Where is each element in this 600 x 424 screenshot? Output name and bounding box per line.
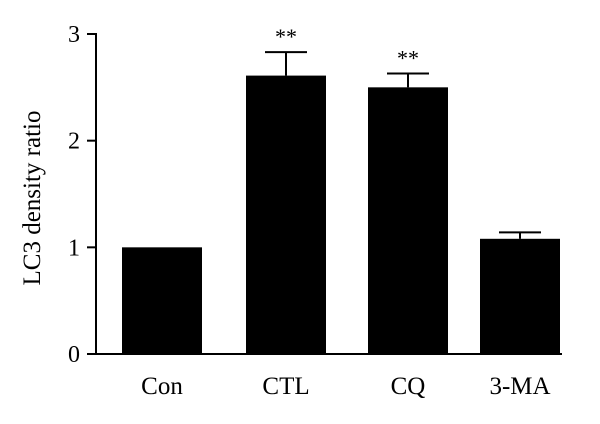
- x-tick-label: CQ: [391, 373, 426, 400]
- y-tick-label: 0: [68, 342, 80, 368]
- bar-con: [122, 247, 202, 354]
- x-tick-label: Con: [141, 373, 183, 400]
- x-tick-label: CTL: [262, 373, 309, 400]
- bars-layer: [122, 75, 560, 354]
- annotations-layer: ** **: [275, 24, 419, 70]
- y-ticks-layer: 0 1 2 3: [68, 22, 96, 368]
- x-tick-label: 3-MA: [489, 373, 550, 400]
- bar-cq: [368, 87, 448, 354]
- significance-marker: **: [275, 24, 297, 49]
- x-tick-labels-layer: Con CTL CQ 3-MA: [141, 373, 550, 400]
- bar-ctl: [246, 75, 326, 354]
- y-tick-label: 1: [68, 235, 80, 261]
- y-tick-label: 2: [68, 129, 80, 155]
- bar-3-ma: [480, 238, 560, 354]
- significance-marker: **: [397, 45, 419, 70]
- y-axis-label: LC3 density ratio: [19, 111, 46, 286]
- y-tick-label: 3: [68, 22, 80, 48]
- error-bars-layer: [265, 51, 541, 239]
